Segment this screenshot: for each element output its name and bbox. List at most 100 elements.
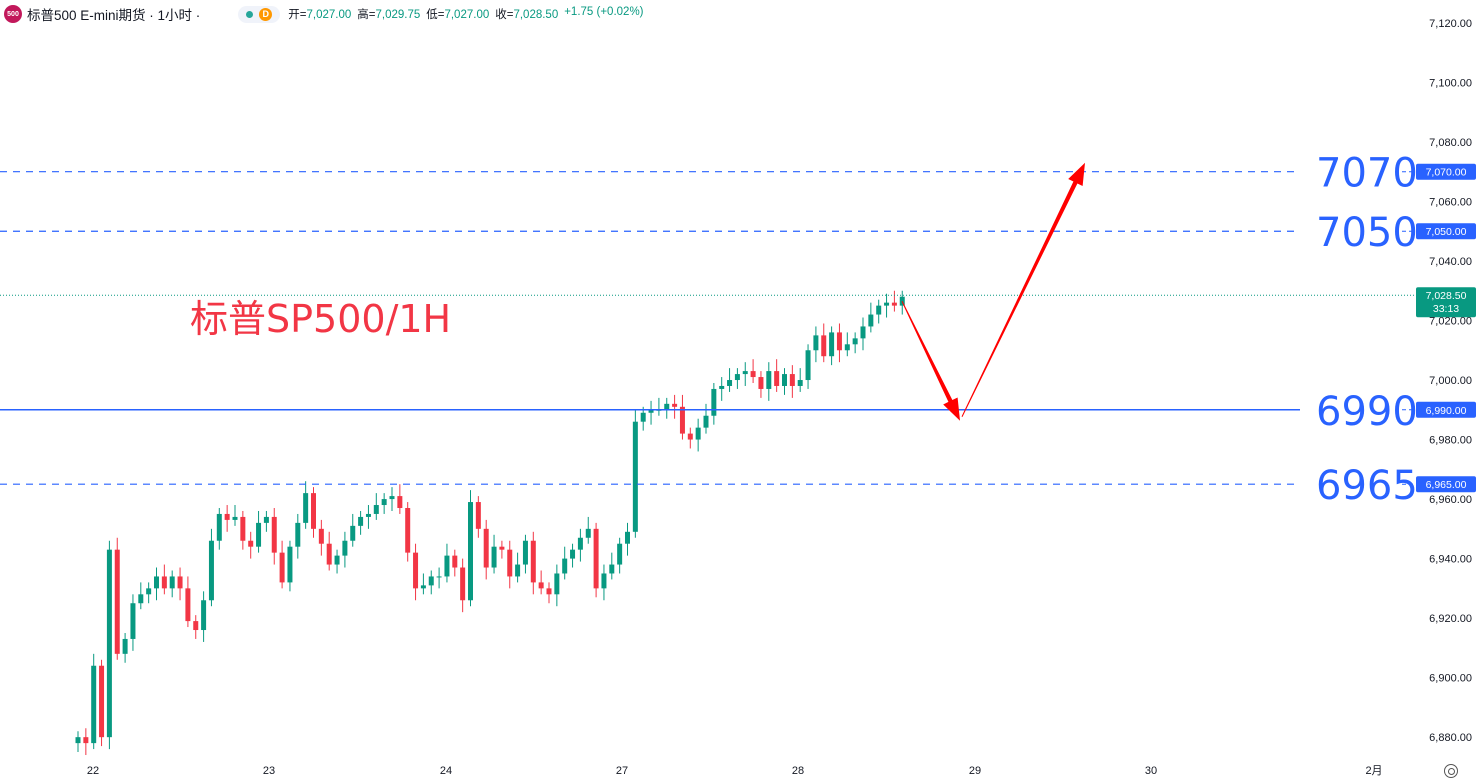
candle-body	[483, 528, 489, 568]
candle-body	[248, 540, 254, 547]
candle-body	[350, 525, 356, 541]
candle-body	[601, 573, 607, 589]
candle-body	[860, 326, 866, 339]
candle-body	[711, 388, 717, 416]
close-label: 收	[495, 9, 507, 21]
candle-body	[106, 549, 112, 738]
level-big-label: 7050	[1316, 210, 1418, 256]
candle-body	[562, 558, 568, 574]
candle-body	[648, 409, 654, 413]
level-axis-badge	[1416, 401, 1476, 418]
projection-arrows	[901, 162, 1085, 421]
candle-body	[742, 371, 748, 375]
candles	[75, 290, 905, 756]
candle-body	[491, 546, 497, 568]
candle-body	[593, 528, 599, 589]
level-axis-label: 7,050.00	[1426, 226, 1467, 238]
candle-body	[138, 594, 144, 604]
price-tick-label: 6,960.00	[1429, 494, 1472, 506]
level-axis-badge	[1416, 476, 1476, 493]
candle-body	[844, 344, 850, 351]
candle-body	[318, 528, 324, 544]
price-levels: 7070 7,070.00 7050 7,050.00 6990 6,990.00 6965…	[0, 151, 1476, 509]
symbol-logo[interactable]: 500	[4, 5, 22, 23]
candle-body	[672, 403, 678, 407]
time-tick-label: 29	[969, 765, 981, 777]
price-tick-label: 6,900.00	[1429, 673, 1472, 685]
candle-body	[326, 543, 332, 565]
candle-body	[146, 588, 152, 595]
candle-body	[468, 502, 473, 601]
close-value: 7,028.50	[513, 9, 559, 21]
price-tick-label: 6,980.00	[1429, 435, 1472, 447]
candle-body	[640, 412, 646, 422]
price-tick-label: 6,940.00	[1429, 554, 1472, 566]
candle-body	[295, 522, 301, 547]
time-tick-label: 24	[440, 765, 452, 777]
ohlc-readout: 开=7,027.00 高=7,029.75 低=7,027.00 收=7,028…	[288, 6, 644, 21]
candle-body	[695, 427, 701, 440]
candle-body	[428, 576, 434, 586]
candle-body	[679, 406, 685, 434]
candle-body	[687, 433, 693, 440]
current-price-label: 7,028.50	[1426, 290, 1467, 302]
symbol-title[interactable]: 标普500 E-mini期货 · 1小时 ·	[27, 8, 201, 23]
candle-body	[240, 516, 246, 541]
chart-header: 500 标普500 E-mini期货 · 1小时 · D 开=7,027.00 …	[4, 4, 644, 24]
candle-body	[436, 576, 442, 578]
candle-body	[852, 338, 858, 345]
delayed-data-badge[interactable]: D	[259, 7, 273, 21]
price-axis: 6,880.00 6,900.00 6,920.00 6,940.00 6,960.00…	[1429, 18, 1472, 744]
price-tick-label: 7,020.00	[1429, 316, 1472, 328]
level-axis-badge	[1416, 223, 1476, 240]
candle-body	[420, 585, 426, 589]
candle-body	[216, 513, 222, 541]
price-tick-label: 6,920.00	[1429, 613, 1472, 625]
candle-body	[703, 415, 709, 428]
candle-body	[585, 528, 591, 538]
down-arrow	[901, 300, 960, 421]
candle-body	[263, 516, 269, 523]
candle-body	[632, 421, 638, 532]
candle-body	[766, 371, 772, 389]
candle-body	[617, 543, 623, 565]
candle-body	[161, 576, 167, 589]
open-label: 开	[288, 9, 300, 21]
candle-body	[311, 493, 316, 529]
status-indicators[interactable]: D	[238, 5, 281, 23]
countdown-label: 33:13	[1433, 303, 1459, 315]
chart-annotation-text: 标普SP500/1H	[190, 297, 451, 341]
candle-body	[546, 588, 552, 595]
price-tick-label: 7,040.00	[1429, 256, 1472, 268]
candle-body	[625, 531, 630, 544]
candle-body	[256, 522, 262, 547]
candle-body	[797, 380, 803, 386]
candle-body	[303, 493, 309, 523]
candle-body	[570, 549, 576, 559]
level-big-label: 7070	[1316, 151, 1418, 197]
candle-body	[829, 332, 835, 357]
candle-body	[774, 371, 780, 386]
level-axis-badge	[1416, 163, 1476, 180]
candle-body	[114, 549, 120, 654]
level-big-label: 6990	[1316, 389, 1418, 435]
candle-body	[444, 555, 450, 577]
time-tick-label: 30	[1145, 765, 1157, 777]
candle-body	[358, 516, 364, 526]
level-axis-label: 6,990.00	[1426, 405, 1467, 417]
candle-body	[405, 508, 411, 553]
candle-body	[734, 374, 740, 381]
candle-body	[876, 305, 882, 315]
candle-body	[75, 737, 81, 744]
candle-body	[389, 496, 395, 500]
candle-body	[836, 332, 842, 351]
candle-body	[750, 371, 756, 378]
price-tick-label: 7,080.00	[1429, 137, 1472, 149]
candle-body	[397, 496, 403, 508]
candle-body	[224, 513, 230, 520]
chart-settings-icon[interactable]	[1444, 764, 1458, 778]
candle-body	[530, 540, 536, 583]
candle-body	[185, 588, 191, 622]
candle-body	[373, 505, 379, 514]
